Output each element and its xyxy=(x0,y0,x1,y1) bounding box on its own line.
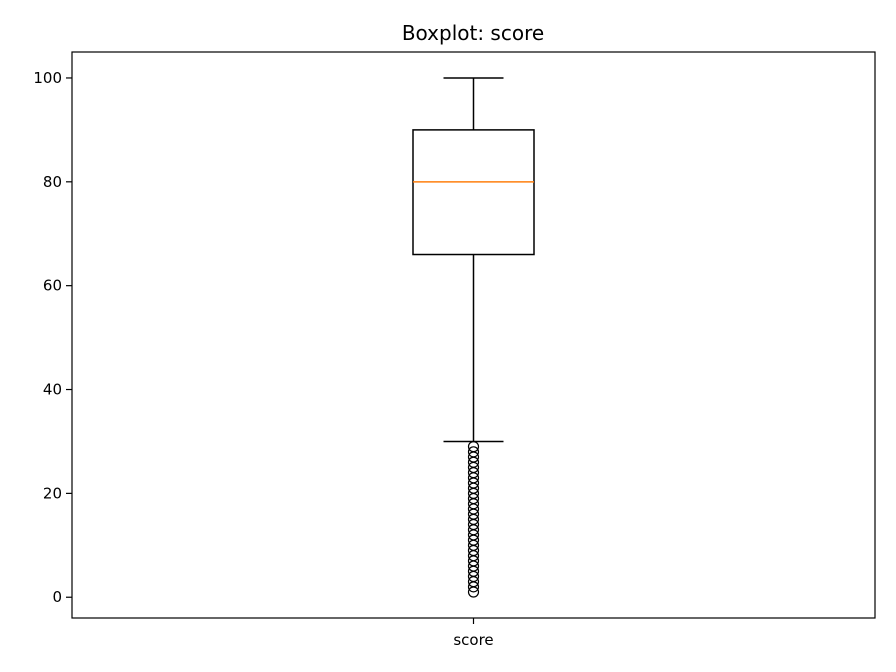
x-axis: score xyxy=(453,618,494,649)
outlier-point xyxy=(467,446,480,458)
y-axis: 0 20 40 60 80 100 xyxy=(33,69,72,606)
y-tick-label: 40 xyxy=(43,381,62,399)
y-tick-label: 60 xyxy=(43,277,62,295)
y-tick-label: 100 xyxy=(33,69,62,87)
plot-area xyxy=(412,77,535,598)
outlier-point xyxy=(467,441,480,453)
box-iqr xyxy=(412,129,535,256)
y-tick-label: 20 xyxy=(43,484,62,502)
y-tick-label: 80 xyxy=(43,173,62,191)
chart-title: Boxplot: score xyxy=(402,21,544,45)
x-tick-label: score xyxy=(453,631,493,649)
y-tick-label: 0 xyxy=(52,588,62,606)
